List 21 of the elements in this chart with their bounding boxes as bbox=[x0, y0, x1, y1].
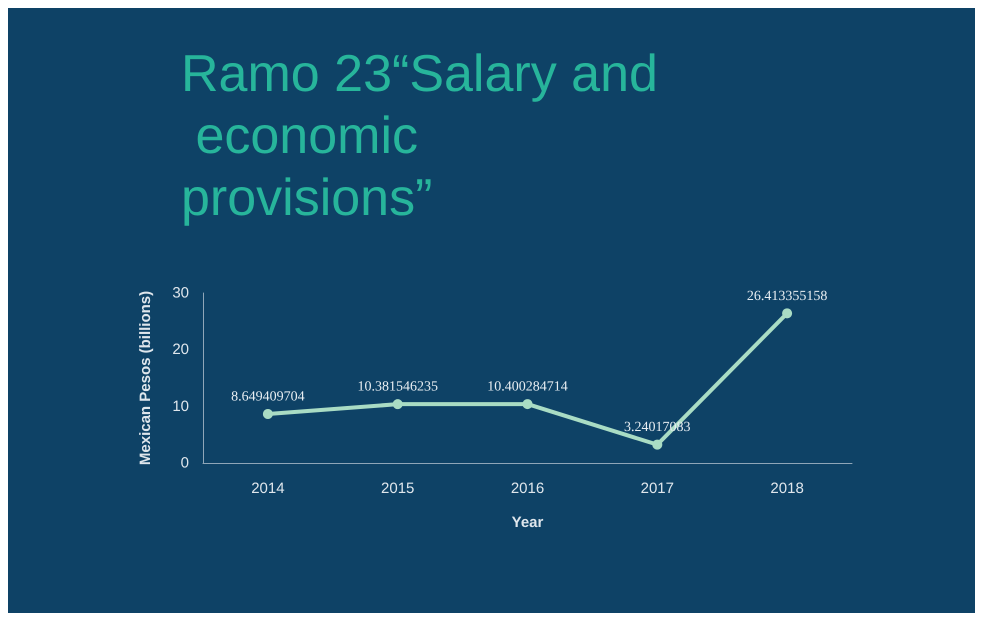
point bbox=[522, 399, 532, 410]
data-label: 8.649409704 bbox=[231, 389, 305, 404]
point bbox=[652, 440, 662, 450]
data-label: 10.381546235 bbox=[357, 380, 438, 395]
x-tick-label: 2017 bbox=[640, 480, 674, 497]
data-label: 10.400284714 bbox=[487, 380, 568, 395]
point bbox=[782, 308, 792, 318]
chart-title: Ramo 23“Salary and economic provisions” bbox=[181, 45, 658, 227]
y-tick-label: 20 bbox=[172, 341, 189, 358]
y-tick-label: 10 bbox=[172, 398, 189, 415]
y-tick-label: 30 bbox=[172, 284, 189, 302]
x-tick-label: 2015 bbox=[381, 480, 414, 497]
x-tick-label: 2016 bbox=[510, 480, 544, 497]
x-tick-label: 2014 bbox=[251, 480, 285, 497]
data-label: 26.413355158 bbox=[746, 288, 828, 304]
point bbox=[262, 408, 273, 419]
y-tick-label: 0 bbox=[180, 454, 189, 472]
y-axis-title: Mexican Pesos (billions) bbox=[137, 290, 154, 466]
x-tick-label: 2018 bbox=[770, 480, 804, 497]
x-axis-title: Year bbox=[512, 514, 544, 531]
point bbox=[392, 399, 403, 410]
